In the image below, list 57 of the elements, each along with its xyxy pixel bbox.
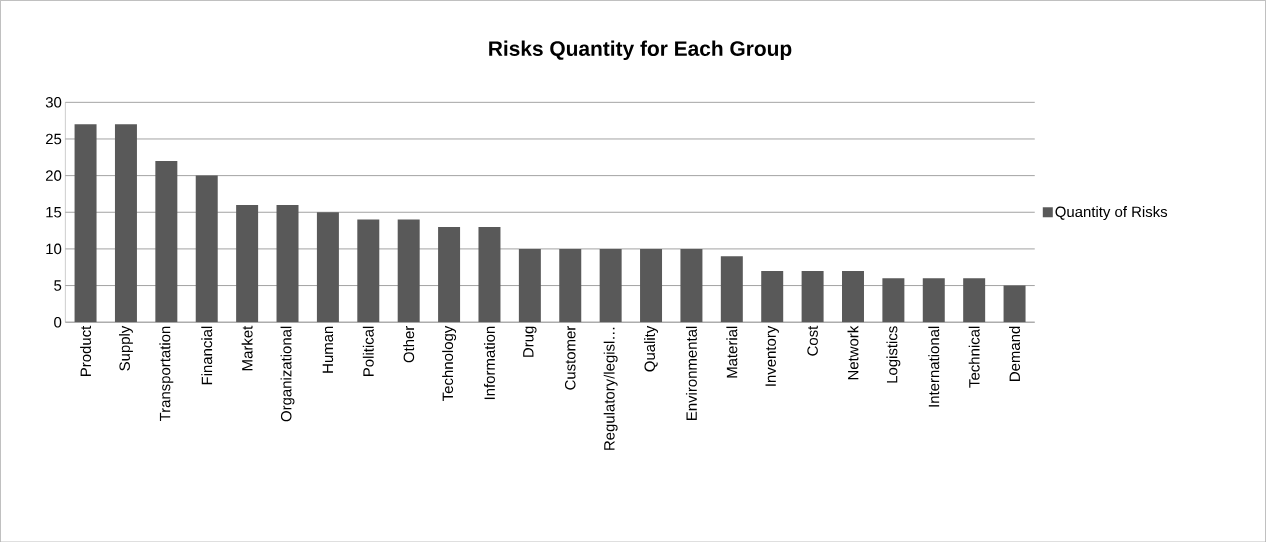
- bar: [599, 248, 622, 322]
- x-tick-label: Supply: [118, 325, 133, 371]
- x-tick-label: Drug: [523, 326, 537, 357]
- x-tick-label: Network: [847, 325, 859, 380]
- y-tick-label: 20: [45, 170, 62, 181]
- x-tick-label: Information: [483, 326, 495, 399]
- x-tick-label: Transportation: [159, 326, 174, 421]
- y-tick-label: 30: [45, 96, 62, 108]
- bar: [720, 256, 743, 322]
- x-tick-label: Organizational: [280, 326, 295, 422]
- bar: [922, 278, 945, 322]
- bar: [559, 248, 582, 322]
- bar: [963, 278, 986, 322]
- chart-title: Risks Quantity for Each Group: [489, 40, 792, 60]
- bar: [74, 124, 97, 322]
- y-tick-label: 15: [46, 206, 62, 218]
- x-tick-label: Technology: [442, 325, 457, 401]
- bar: [438, 226, 461, 322]
- bar: [357, 219, 380, 322]
- bar: [842, 270, 864, 322]
- bar: [155, 160, 178, 322]
- x-tick-label: Political: [362, 326, 374, 376]
- x-tick-label: Inventory: [765, 325, 779, 386]
- y-tick-label: 25: [45, 133, 62, 145]
- bar: [680, 248, 703, 322]
- x-tick-label: Cost: [807, 325, 818, 356]
- bar: [397, 219, 420, 322]
- x-tick-label: Financial: [201, 326, 213, 385]
- x-tick-label: Customer: [564, 325, 576, 390]
- x-tick-label: Human: [322, 326, 334, 373]
- x-tick-label: Product: [80, 325, 92, 376]
- bar: [114, 124, 137, 322]
- x-tick-label: Material: [726, 326, 738, 378]
- x-tick-label: Market: [241, 325, 253, 370]
- bar: [801, 270, 824, 322]
- x-tick-label: Demand: [1009, 326, 1021, 381]
- bar: [478, 226, 501, 322]
- bar: [236, 204, 259, 322]
- legend-label: Quantity of Risks: [1055, 205, 1168, 220]
- x-tick-label: Technical: [968, 326, 980, 388]
- y-tick-label: 0: [54, 316, 62, 328]
- bar: [195, 175, 218, 322]
- x-tick-label: Quality: [644, 325, 658, 372]
- y-tick-label: 5: [54, 280, 62, 291]
- x-tick-label: Logistics: [886, 326, 901, 383]
- y-tick-label: 10: [46, 243, 62, 254]
- x-tick-label: Other: [403, 325, 415, 363]
- bar: [518, 248, 541, 322]
- bar: [316, 212, 339, 322]
- bar: [640, 248, 663, 322]
- x-tick-label: Regulatory/legisl…: [603, 327, 618, 450]
- x-tick-label: Environmental: [685, 326, 697, 420]
- bar: [276, 204, 299, 322]
- bar: [1003, 285, 1026, 322]
- x-tick-label: International: [928, 326, 940, 407]
- bar: [761, 270, 784, 322]
- bar: [882, 278, 905, 322]
